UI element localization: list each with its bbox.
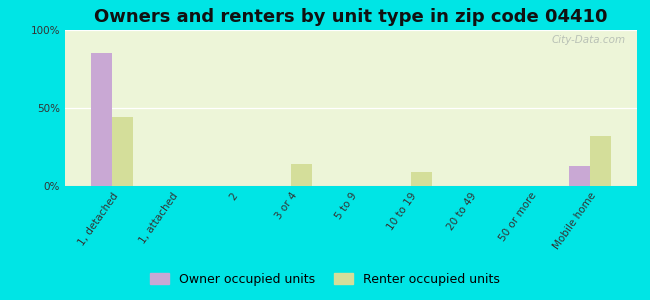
Title: Owners and renters by unit type in zip code 04410: Owners and renters by unit type in zip c… xyxy=(94,8,608,26)
Bar xyxy=(569,166,590,186)
Text: City-Data.com: City-Data.com xyxy=(551,35,625,45)
Legend: Owner occupied units, Renter occupied units: Owner occupied units, Renter occupied un… xyxy=(146,268,504,291)
Bar xyxy=(590,136,611,186)
Bar xyxy=(112,117,133,186)
Bar xyxy=(411,172,432,186)
Bar xyxy=(291,164,312,186)
Bar xyxy=(91,53,112,186)
